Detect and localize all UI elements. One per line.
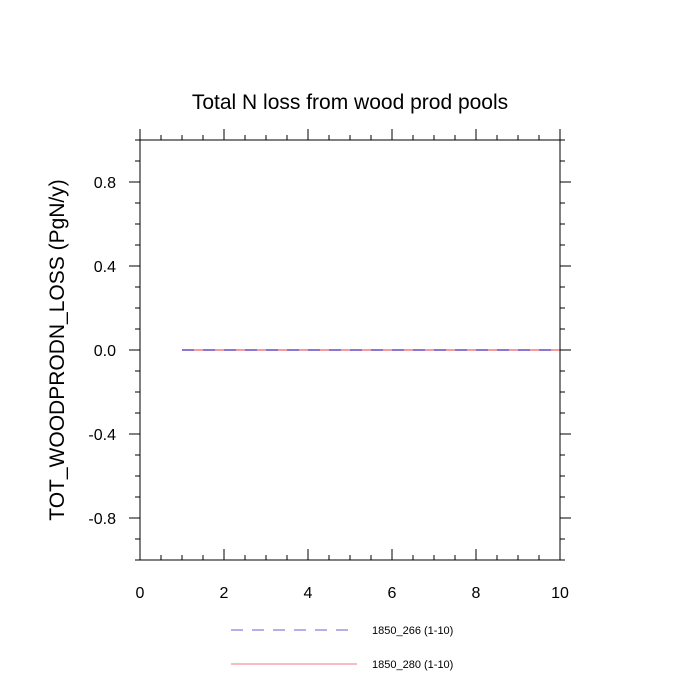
x-tick-label: 8 [472, 585, 481, 602]
y-tick-label: -0.4 [88, 427, 116, 444]
y-axis-label: TOT_WOODPRODN_LOSS (PgN/y) [46, 179, 69, 521]
chart-title: Total N loss from wood prod pools [192, 91, 508, 114]
y-tick-label: -0.8 [88, 511, 116, 528]
y-tick-label: 0.0 [94, 343, 116, 360]
x-axis-ticks: 0 2 4 6 8 10 [136, 129, 569, 602]
legend: 1850_266 (1-10) 1850_280 (1-10) [231, 625, 453, 671]
x-tick-label: 6 [388, 585, 397, 602]
x-tick-label: 4 [304, 585, 313, 602]
x-tick-label: 10 [551, 585, 569, 602]
y-tick-label: 0.4 [94, 259, 116, 276]
legend-label: 1850_266 (1-10) [372, 625, 453, 637]
y-axis-ticks: -0.8 -0.4 0.0 0.4 0.8 [88, 139, 571, 561]
x-tick-label: 2 [220, 585, 229, 602]
y-tick-label: 0.8 [94, 175, 116, 192]
plot-frame [139, 139, 561, 561]
legend-label: 1850_280 (1-10) [372, 659, 453, 671]
x-tick-label: 0 [136, 585, 145, 602]
